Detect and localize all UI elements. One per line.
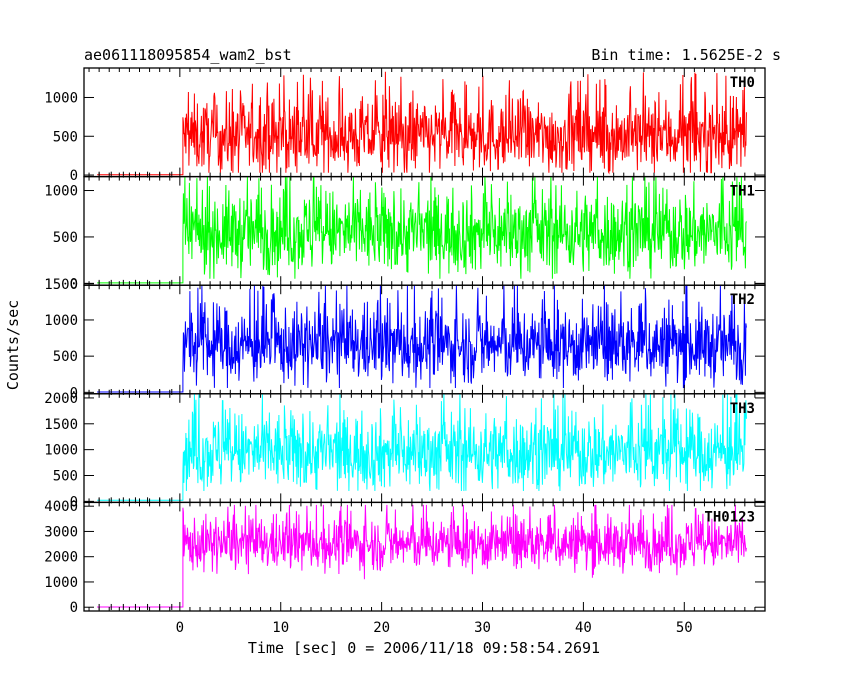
panel-label: TH0	[730, 75, 755, 91]
panel-label: TH0123	[704, 509, 755, 525]
panel-th0123: 0 1000 2000 3000 4000 TH0123	[44, 499, 766, 616]
x-tick-label: 50	[676, 620, 693, 636]
y-tick-label: 3000	[44, 524, 78, 540]
y-tick-label: 0	[70, 168, 78, 184]
y-tick-label: 0	[70, 276, 78, 292]
y-tick-label: 4000	[44, 499, 78, 515]
y-tick-label: 0	[70, 600, 78, 616]
y-tick-label: 500	[53, 230, 78, 246]
y-tick-label: 1000	[44, 313, 78, 329]
y-tick-label: 0	[70, 385, 78, 401]
panel-th3: 0 500 1000 1500 2000 TH3	[44, 391, 766, 510]
y-tick-label: 500	[53, 469, 78, 485]
panel-th2: 0 500 1000 1500 TH2	[44, 277, 766, 401]
y-tick-label: 500	[53, 349, 78, 365]
series-line	[97, 393, 747, 501]
series-line	[97, 176, 747, 284]
y-tick-label: 2000	[44, 391, 78, 407]
series-line	[97, 71, 747, 176]
panel-label: TH3	[730, 401, 755, 417]
chart-title-left: ae061118095854_wam2_bst	[84, 46, 292, 64]
x-tick-label: 30	[474, 620, 491, 636]
x-tick-label: 20	[373, 620, 390, 636]
y-axis-label: Counts/sec	[4, 300, 22, 390]
chart-title-right: Bin time: 1.5625E-2 s	[591, 46, 781, 64]
panel-label: TH1	[730, 184, 755, 200]
y-tick-label: 0	[70, 494, 78, 510]
y-tick-label: 1000	[44, 443, 78, 459]
panel-th0: 0 500 1000 TH0	[44, 67, 766, 184]
x-tick-label: 10	[272, 620, 289, 636]
x-tick-label: 0	[176, 620, 184, 636]
x-axis-label: Time [sec] 0 = 2006/11/18 09:58:54.2691	[248, 639, 600, 657]
x-tick-label: 40	[575, 620, 592, 636]
series-line	[97, 504, 747, 608]
y-tick-label: 500	[53, 129, 78, 145]
y-tick-label: 1000	[44, 575, 78, 591]
y-tick-label: 1000	[44, 90, 78, 106]
y-tick-label: 1500	[44, 277, 78, 293]
y-tick-label: 1000	[44, 184, 78, 200]
panel-label: TH2	[730, 292, 755, 308]
y-tick-label: 2000	[44, 550, 78, 566]
y-tick-label: 1500	[44, 417, 78, 433]
panel-th1: 0 500 1000 TH1	[44, 175, 766, 292]
series-line	[97, 285, 747, 393]
